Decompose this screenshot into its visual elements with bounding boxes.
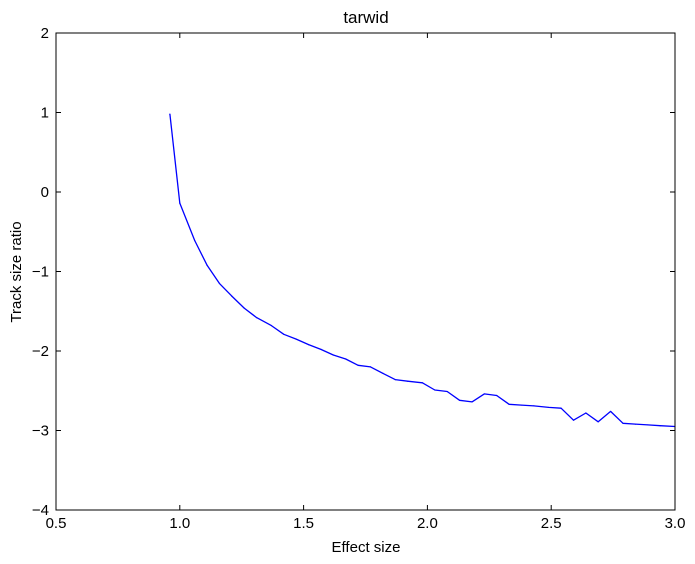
data-point <box>458 399 461 401</box>
data-point <box>345 358 347 360</box>
data-point <box>231 295 233 297</box>
data-point <box>647 424 649 426</box>
data-point <box>483 393 485 395</box>
data-point <box>394 379 396 381</box>
data-point <box>206 264 208 266</box>
data-point <box>406 380 409 382</box>
y-axis-label: Track size ratio <box>8 221 25 322</box>
data-point <box>434 389 436 391</box>
series-line <box>169 114 676 428</box>
chart-title: tarwid <box>343 8 388 27</box>
data-point <box>179 202 181 204</box>
data-point <box>634 423 636 425</box>
data-point <box>243 307 245 309</box>
y-tick-label: 2 <box>41 25 49 42</box>
data-point <box>283 333 285 335</box>
data-point <box>560 407 562 409</box>
data-point <box>572 419 575 421</box>
data-point <box>508 403 510 405</box>
y-tick-label: −3 <box>32 423 49 440</box>
data-point <box>382 372 384 374</box>
data-point <box>320 348 322 351</box>
data-point <box>421 382 424 384</box>
data-point <box>357 364 359 366</box>
data-point <box>548 406 550 409</box>
y-tick-label: −4 <box>32 502 49 519</box>
data-point <box>597 421 599 423</box>
series-layer <box>169 113 676 428</box>
data-point <box>255 317 258 319</box>
x-tick-label: 2.0 <box>417 515 438 532</box>
data-point <box>585 412 587 414</box>
x-axis-label: Effect size <box>332 539 401 556</box>
data-point <box>659 425 661 427</box>
ticks-layer: 0.5 1.0 1.5 2.0 2.5 3.0 −4 −3 −2 −1 0 1 2 <box>32 25 686 532</box>
data-point <box>270 324 273 327</box>
data-point <box>369 366 372 368</box>
y-tick-label: −2 <box>32 343 49 360</box>
y-tick-label: 0 <box>41 184 49 201</box>
data-point <box>194 239 196 242</box>
data-point <box>295 338 297 340</box>
plot-frame <box>55 32 676 511</box>
data-point <box>307 344 310 346</box>
data-point <box>471 401 473 403</box>
data-point <box>332 354 334 356</box>
x-tick-label: 0.5 <box>46 515 67 532</box>
data-point <box>520 404 523 406</box>
x-tick-label: 1.5 <box>293 515 314 532</box>
data-point <box>218 282 221 285</box>
data-point <box>610 410 612 413</box>
data-point <box>622 422 624 424</box>
data-point <box>533 405 535 407</box>
data-point <box>446 390 448 393</box>
data-point <box>496 394 498 397</box>
y-tick-label: 1 <box>41 105 49 122</box>
x-tick-label: 2.5 <box>541 515 562 532</box>
x-tick-label: 1.0 <box>169 515 190 532</box>
x-tick-label: 3.0 <box>665 515 686 532</box>
data-point <box>169 113 171 115</box>
y-tick-label: −1 <box>32 264 49 281</box>
